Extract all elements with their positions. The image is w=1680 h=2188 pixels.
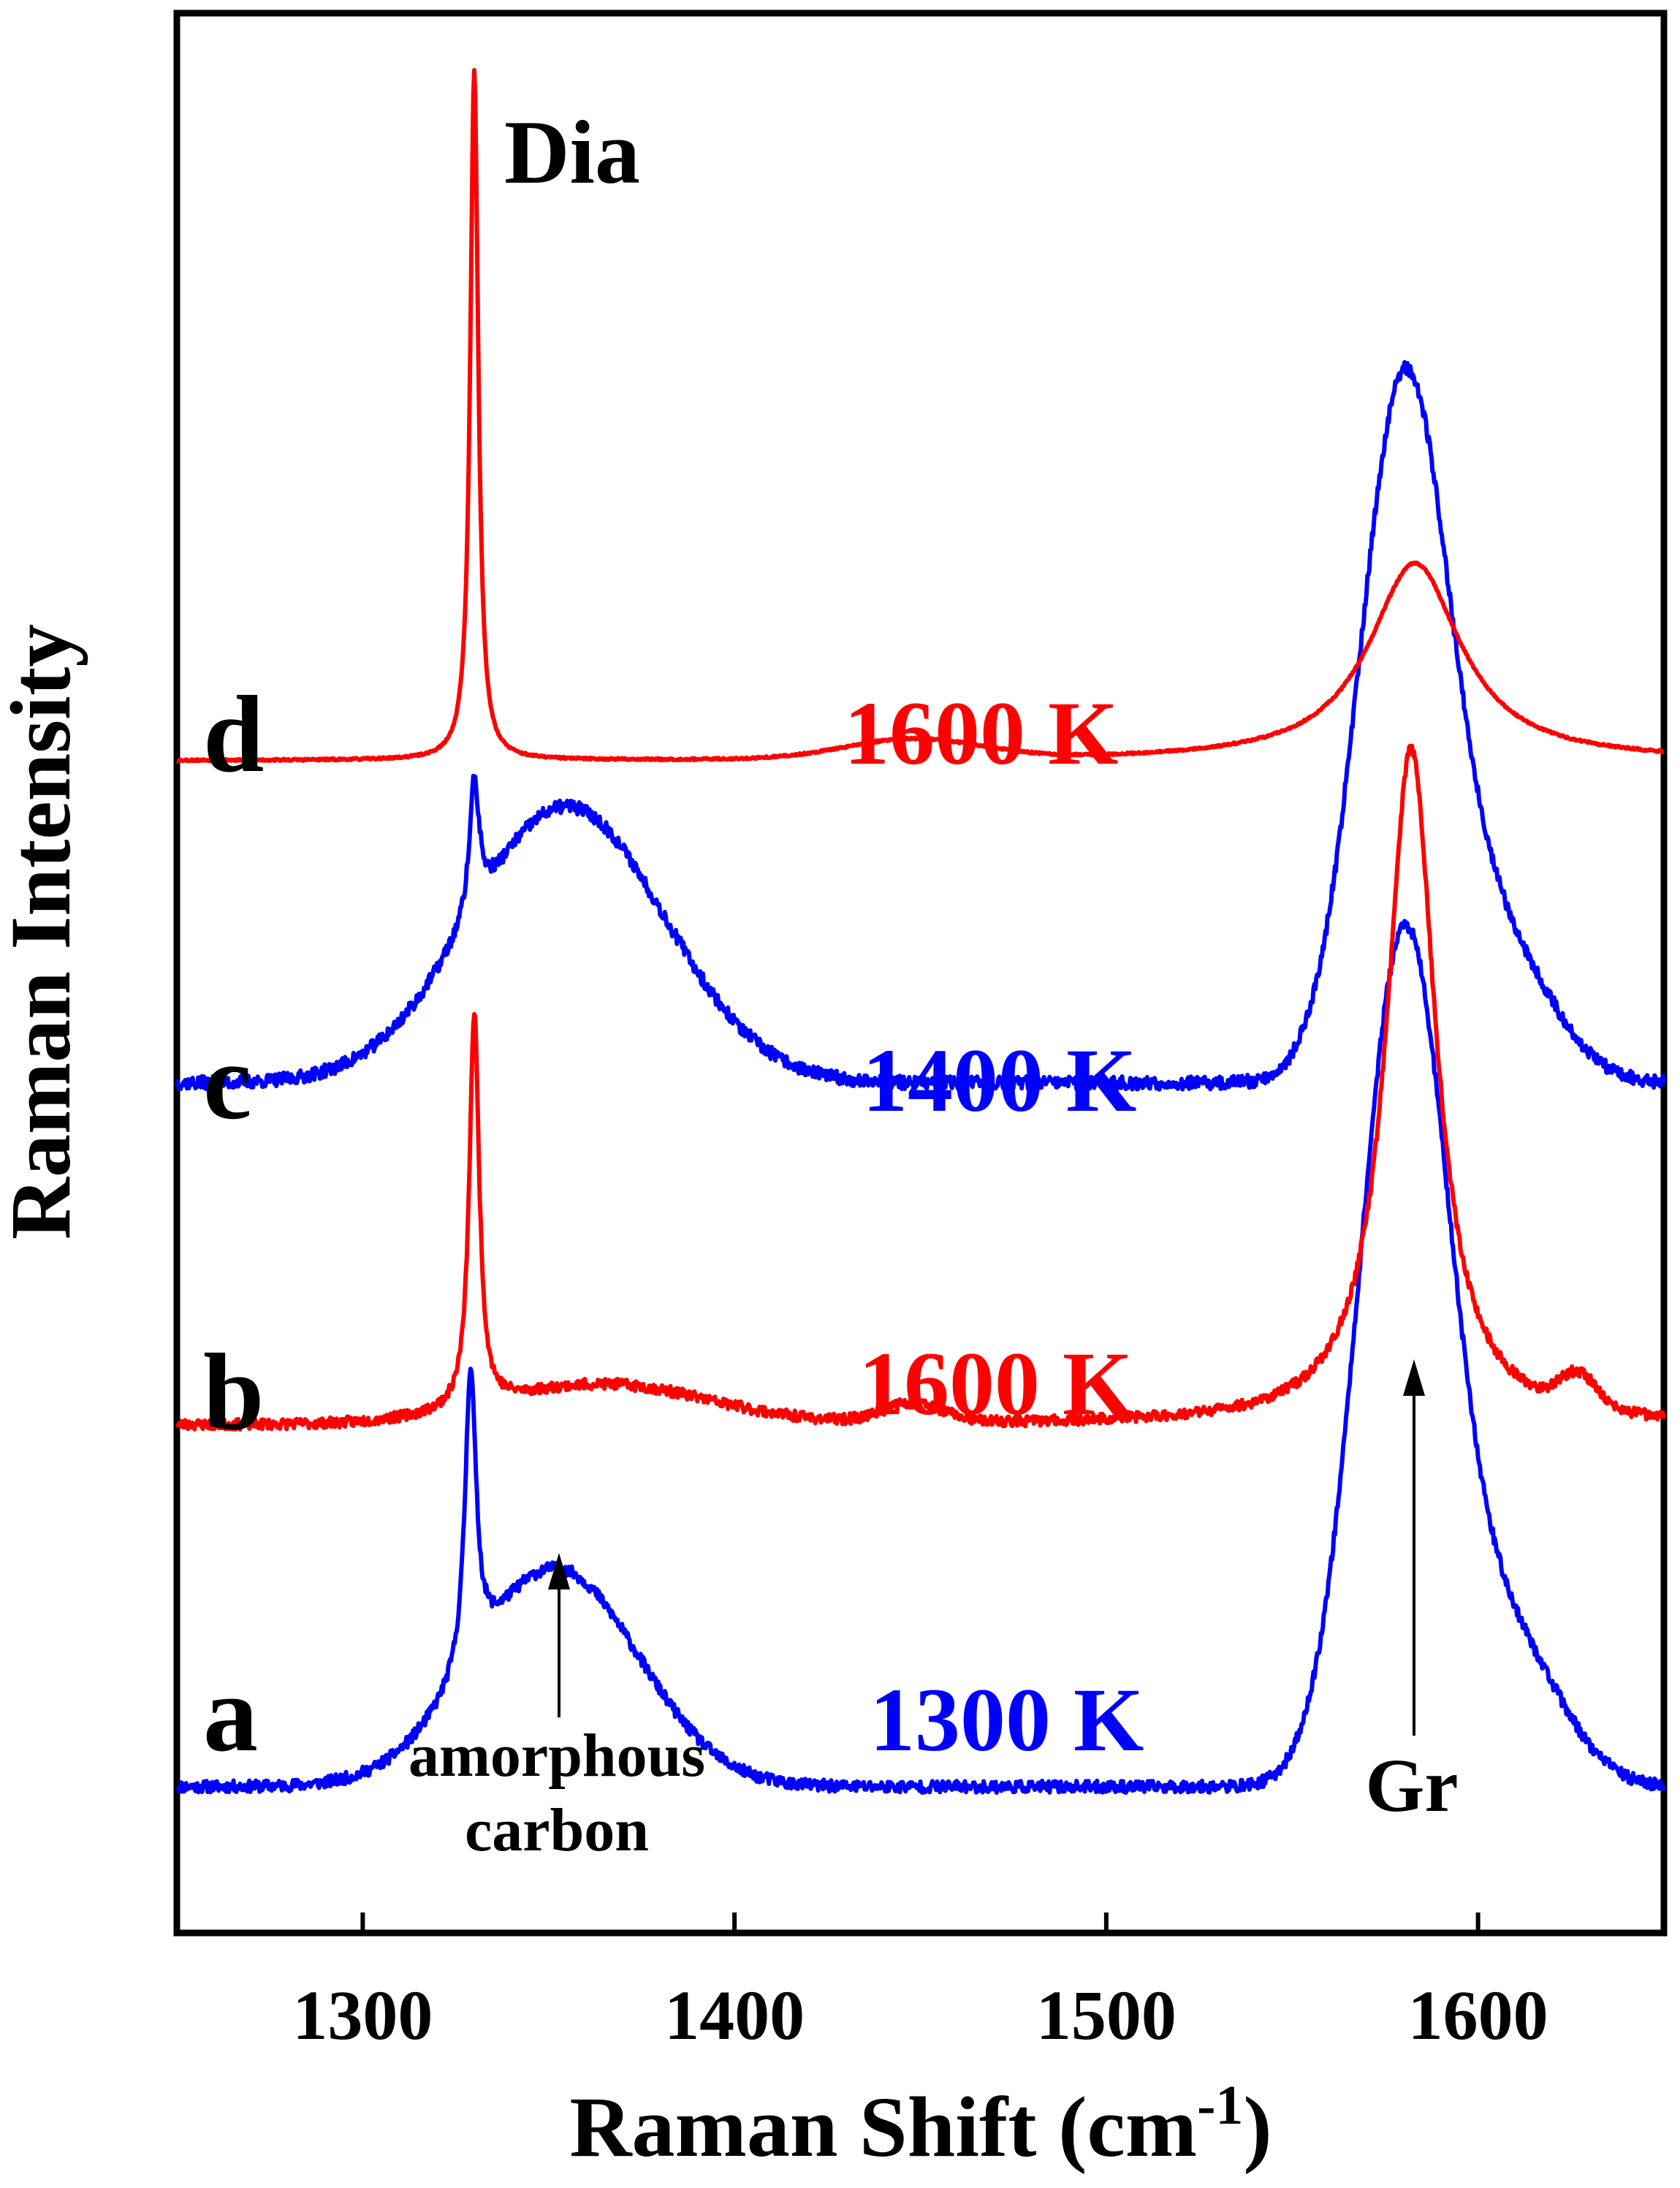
temperature-labels: 1300 K 1600 K 1400 K 1600 K xyxy=(844,683,1144,1770)
graphite-arrow-head xyxy=(1403,1359,1425,1396)
temperature-label-c: 1400 K xyxy=(862,1030,1136,1131)
x-tick-label-1600: 1600 xyxy=(1408,1976,1548,2054)
spectrum-trace-d xyxy=(175,68,1665,764)
trace-label-b: b xyxy=(203,1332,264,1453)
graphite-annotation: Gr xyxy=(1365,1744,1458,1828)
amorphous-carbon-arrow-head xyxy=(548,1553,570,1589)
y-axis-title: Raman Intensity xyxy=(0,624,88,1239)
x-axis-ticks: 1300 1400 1500 1600 xyxy=(292,1912,1548,2054)
x-tick-label-1500: 1500 xyxy=(1036,1976,1177,2054)
x-axis-title-superscript: -1 xyxy=(1197,2075,1243,2136)
amorphous-carbon-annotation-line2: carbon xyxy=(465,1796,649,1864)
spectrum-traces xyxy=(175,68,1666,1795)
spectrum-trace-a xyxy=(175,919,1666,1795)
spectrum-trace-c xyxy=(175,360,1666,1092)
temperature-label-b: 1600 K xyxy=(859,1334,1133,1434)
x-tick-label-1300: 1300 xyxy=(292,1976,433,2054)
trace-label-a: a xyxy=(203,1653,258,1774)
x-axis-title: Raman Shift (cm-1) xyxy=(569,2075,1272,2175)
temperature-label-a: 1300 K xyxy=(870,1670,1144,1770)
trace-label-d: d xyxy=(203,674,264,795)
trace-label-c: c xyxy=(203,1021,252,1142)
temperature-label-d: 1600 K xyxy=(844,683,1118,783)
plot-frame xyxy=(173,10,1668,1937)
series-labels: a b c d xyxy=(203,674,264,1774)
spectrum-trace-b xyxy=(175,743,1666,1432)
amorphous-carbon-annotation-line1: amorphous xyxy=(408,1722,705,1790)
peak-annotations: Dia amorphous carbon Gr xyxy=(408,102,1459,1864)
dia-annotation: Dia xyxy=(504,102,640,202)
x-tick-label-1400: 1400 xyxy=(664,1976,805,2054)
